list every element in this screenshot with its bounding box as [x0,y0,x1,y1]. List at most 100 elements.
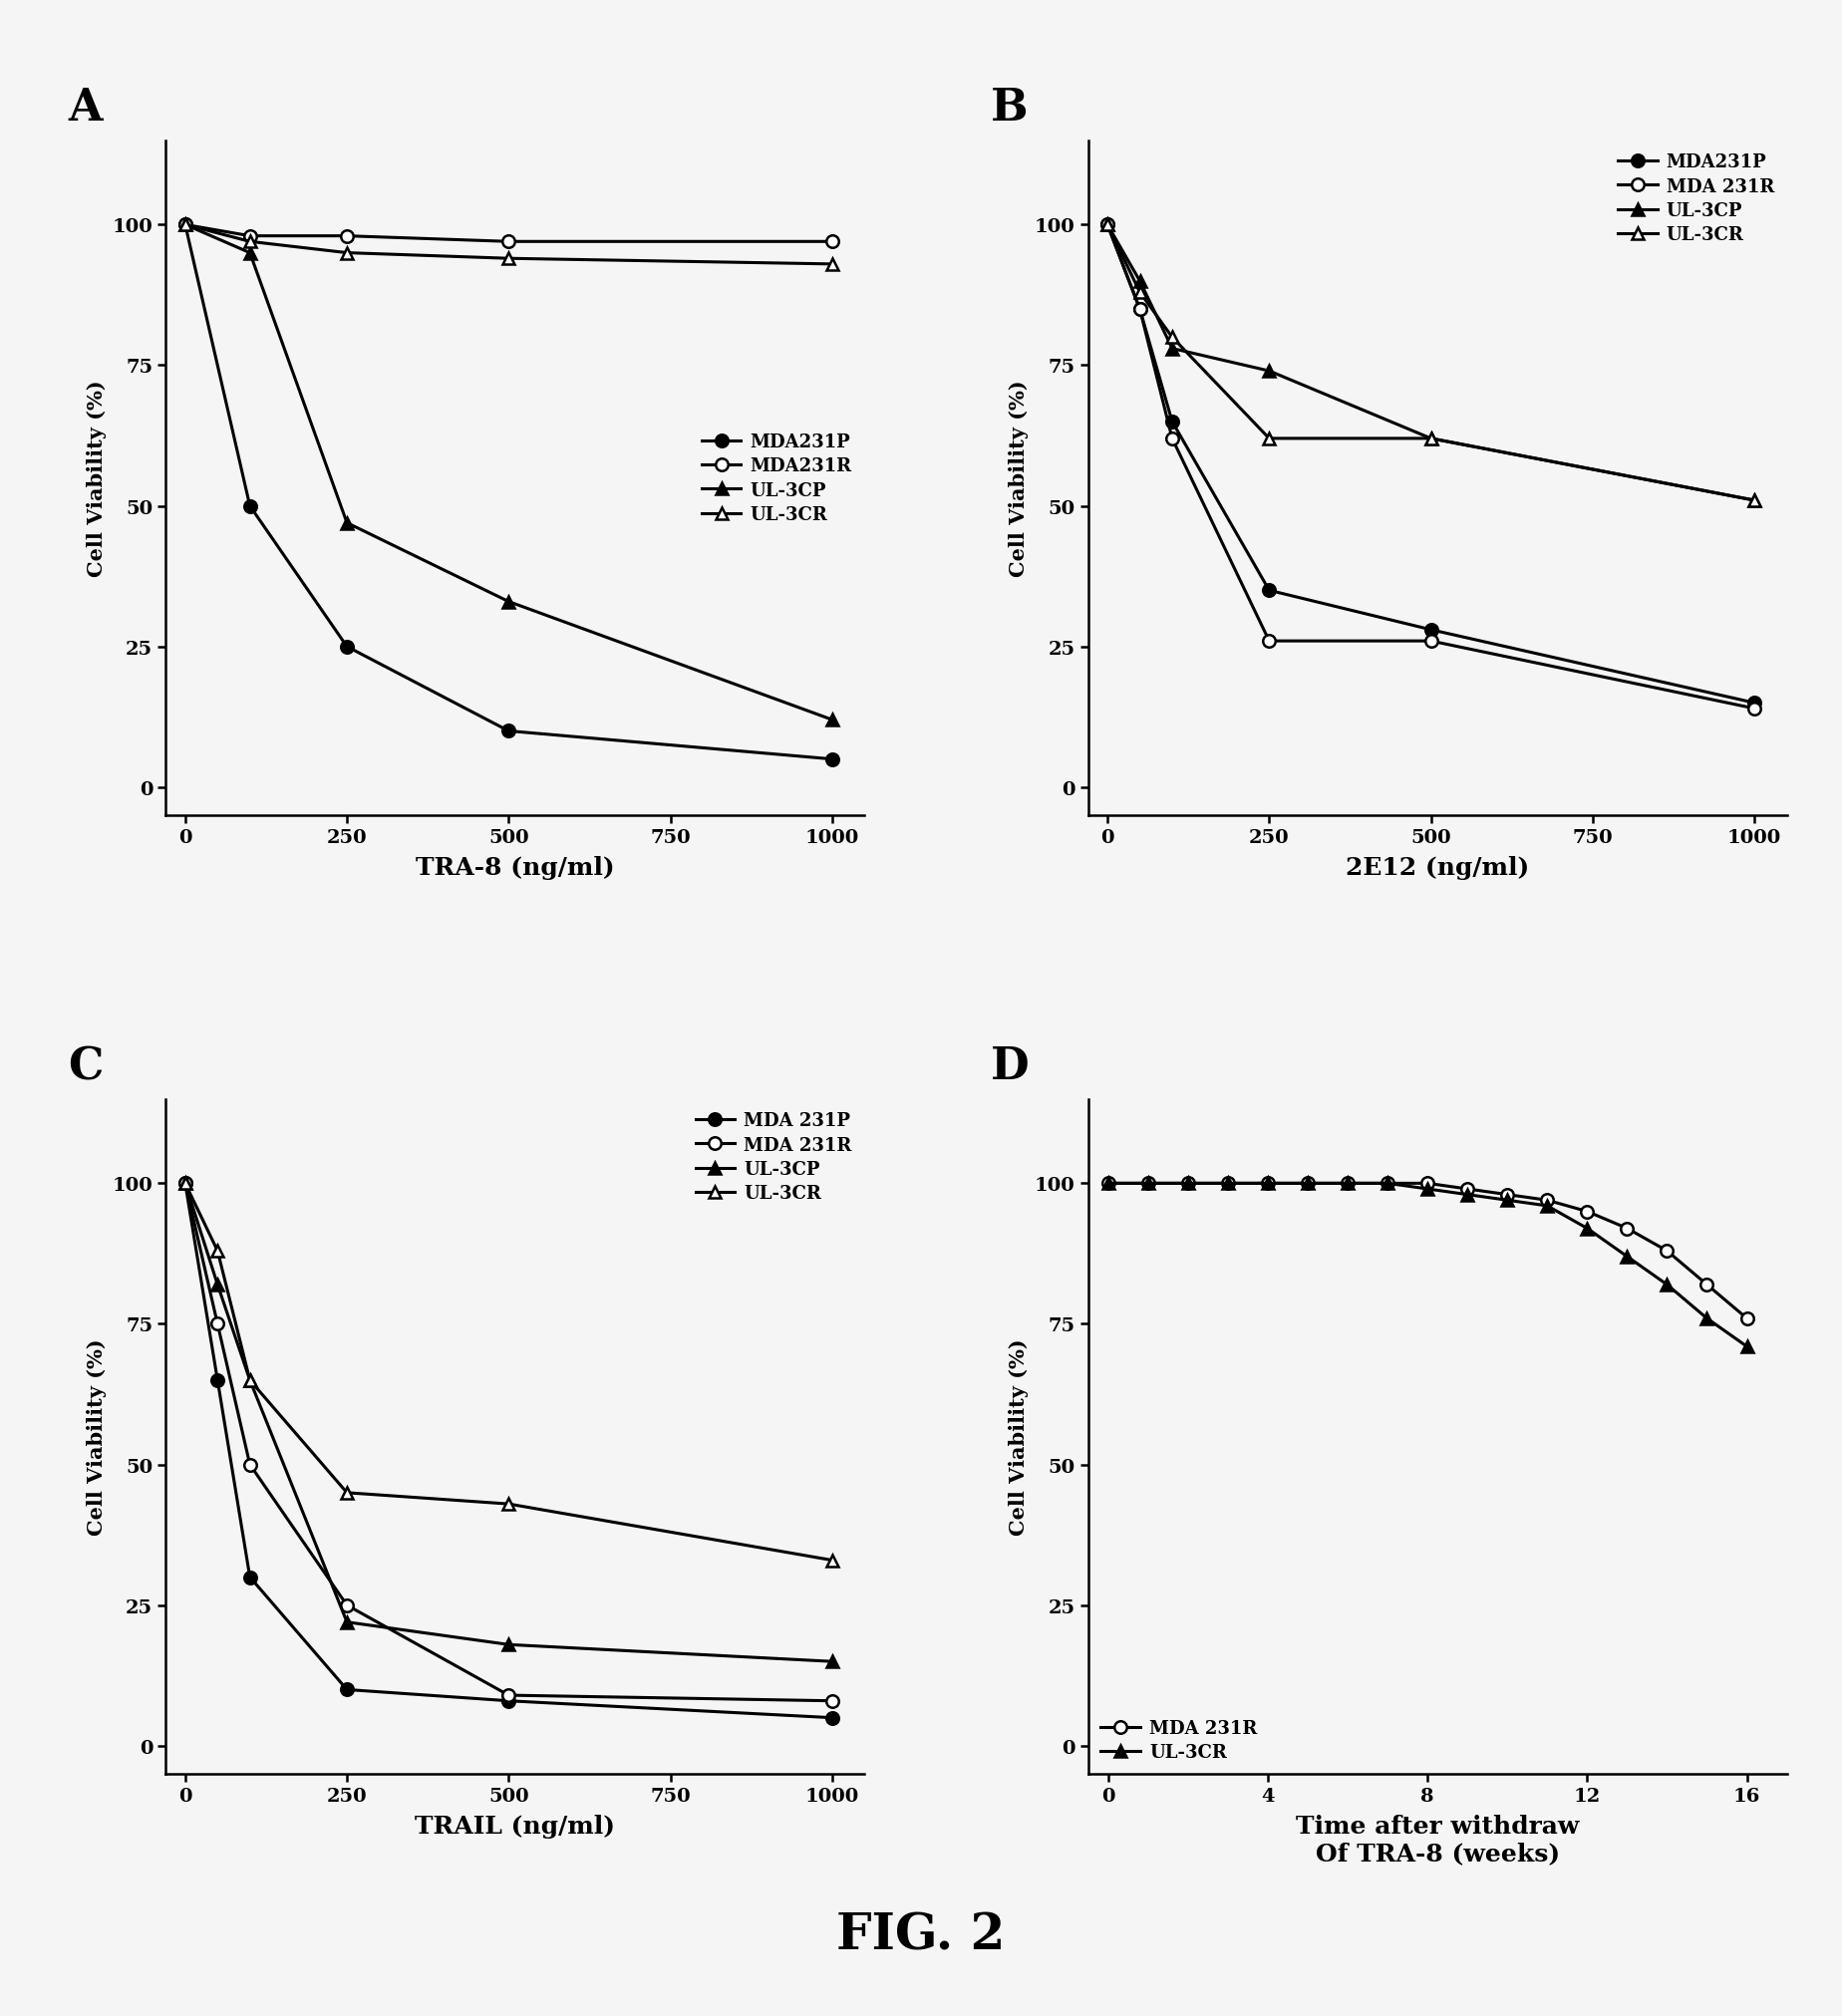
Line: UL-3CP: UL-3CP [179,1177,838,1667]
UL-3CR [1496,1187,1518,1212]
MDA 231R [1129,298,1151,323]
Line: UL-3CP: UL-3CP [179,220,838,726]
MDA 231R [1098,1171,1120,1195]
MDA 231R [206,1312,228,1337]
UL-3CR [175,214,197,238]
UL-3CR [1743,490,1765,514]
UL-3CR [1416,1177,1439,1202]
UL-3CP [175,214,197,238]
UL-3CR [1098,1171,1120,1195]
UL-3CP [1743,490,1765,514]
MDA 231R [1457,1177,1479,1202]
MDA 231R [239,1454,262,1478]
Legend: MDA 231P, MDA 231R, UL-3CP, UL-3CR: MDA 231P, MDA 231R, UL-3CP, UL-3CR [689,1105,858,1210]
X-axis label: TRAIL (ng/ml): TRAIL (ng/ml) [414,1814,615,1837]
Line: MDA231P: MDA231P [179,220,838,766]
Line: MDA 231R: MDA 231R [1102,1177,1754,1325]
MDA 231R [497,1683,519,1708]
UL-3CR [1696,1306,1719,1331]
Line: UL-3CR: UL-3CR [179,220,838,270]
UL-3CP [497,591,519,615]
MDA231R [497,230,519,254]
MDA 231R [175,1171,197,1195]
Y-axis label: Cell Viability (%): Cell Viability (%) [87,381,107,577]
Y-axis label: Cell Viability (%): Cell Viability (%) [87,1339,107,1534]
MDA231P [1743,691,1765,716]
UL-3CP [822,1649,844,1673]
Text: A: A [68,87,103,129]
MDA 231R [1696,1272,1719,1296]
Line: UL-3CR: UL-3CR [1102,1177,1754,1353]
Legend: MDA231P, MDA231R, UL-3CP, UL-3CR: MDA231P, MDA231R, UL-3CP, UL-3CR [694,425,858,530]
MDA 231R [335,1593,357,1617]
UL-3CR [1177,1171,1199,1195]
Text: B: B [991,87,1028,129]
UL-3CR [335,1482,357,1506]
UL-3CR [1337,1171,1359,1195]
UL-3CR [1258,427,1280,452]
UL-3CR [1457,1183,1479,1208]
Line: MDA 231R: MDA 231R [179,1177,838,1708]
UL-3CP [206,1272,228,1296]
X-axis label: 2E12 (ng/ml): 2E12 (ng/ml) [1345,855,1529,879]
MDA 231P [239,1564,262,1589]
MDA231P [335,635,357,659]
MDA 231R [1735,1306,1757,1331]
MDA 231R [1615,1216,1638,1240]
Y-axis label: Cell Viability (%): Cell Viability (%) [1009,381,1028,577]
MDA231P [1258,579,1280,603]
Line: UL-3CP: UL-3CP [1102,220,1761,508]
Line: MDA 231P: MDA 231P [179,1177,838,1724]
UL-3CP [1420,427,1442,452]
MDA 231R [822,1689,844,1714]
MDA231P [175,214,197,238]
Line: UL-3CR: UL-3CR [179,1177,838,1566]
UL-3CR [1615,1244,1638,1268]
MDA 231R [1376,1171,1398,1195]
MDA 231R [1536,1187,1558,1212]
UL-3CP [239,242,262,266]
Line: MDA 231R: MDA 231R [1102,220,1761,716]
UL-3CR [1137,1171,1159,1195]
UL-3CR [239,1369,262,1393]
UL-3CR [175,1171,197,1195]
UL-3CP [1258,359,1280,383]
MDA 231R [1218,1171,1240,1195]
MDA231P [497,720,519,744]
Line: MDA231P: MDA231P [1102,220,1761,710]
UL-3CR [822,1548,844,1572]
UL-3CP [1160,337,1183,361]
Legend: MDA231P, MDA 231R, UL-3CP, UL-3CR: MDA231P, MDA 231R, UL-3CP, UL-3CR [1610,147,1781,252]
MDA 231R [1656,1240,1678,1264]
MDA231P [1129,298,1151,323]
UL-3CP [175,1171,197,1195]
UL-3CR [335,242,357,266]
UL-3CR [1420,427,1442,452]
UL-3CR [1096,214,1118,238]
MDA231R [335,224,357,248]
MDA 231R [1258,629,1280,653]
MDA 231P [206,1369,228,1393]
MDA 231R [1160,427,1183,452]
Text: C: C [68,1046,103,1089]
Text: D: D [991,1046,1028,1089]
MDA231R [822,230,844,254]
MDA 231R [1096,214,1118,238]
MDA231R [239,224,262,248]
MDA 231R [1337,1171,1359,1195]
UL-3CR [822,252,844,276]
MDA 231R [1297,1171,1319,1195]
UL-3CR [206,1240,228,1264]
UL-3CR [1577,1216,1599,1240]
MDA 231R [1137,1171,1159,1195]
UL-3CP [1129,270,1151,294]
UL-3CR [1256,1171,1278,1195]
UL-3CR [1735,1335,1757,1359]
MDA 231P [335,1677,357,1702]
UL-3CR [239,230,262,254]
MDA 231R [1420,629,1442,653]
UL-3CP [822,708,844,732]
UL-3CR [1218,1171,1240,1195]
MDA 231R [1496,1183,1518,1208]
Text: FIG. 2: FIG. 2 [836,1911,1006,1960]
